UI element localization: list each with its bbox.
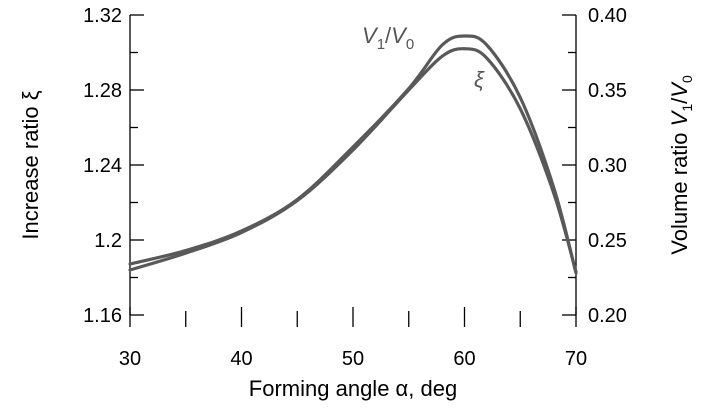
series-line-xi <box>128 47 578 274</box>
y-right-tick-label: 0.40 <box>588 5 627 27</box>
axes <box>129 15 577 315</box>
x-tick-label: 60 <box>453 348 475 370</box>
x-tick-label: 40 <box>230 348 252 370</box>
y-left-tick-label: 1.32 <box>83 5 122 27</box>
x-tick-label: 70 <box>565 348 587 370</box>
series-line-v1-v0 <box>128 34 578 275</box>
y-left-tick-label: 1.24 <box>83 155 122 177</box>
y-left-tick-label: 1.28 <box>83 80 122 102</box>
y-right-tick-label: 0.35 <box>588 80 627 102</box>
x-axis-title: Forming angle α, deg <box>249 376 457 401</box>
tick-labels: 1.16 1.2 1.24 1.28 1.32 0.20 0.25 0.30 0.35 0.40 3… <box>83 5 627 370</box>
y-right-tick-label: 0.30 <box>588 155 627 177</box>
ticks <box>129 14 577 327</box>
y-left-axis-title: Increase ratio ξ <box>18 90 43 239</box>
x-tick-label: 50 <box>342 348 364 370</box>
series-label-xi: ξ <box>474 67 485 92</box>
y-right-axis-title: Volume ratio V1/V0 <box>667 75 695 255</box>
y-left-tick-label: 1.2 <box>94 230 122 252</box>
series-group <box>128 34 578 275</box>
y-right-tick-label: 0.20 <box>588 305 627 327</box>
y-right-tick-label: 0.25 <box>588 230 627 252</box>
y-right-title-text: Volume ratio <box>667 126 692 254</box>
x-tick-label: 30 <box>119 348 141 370</box>
series-label-v1-v0: V1/V0 <box>362 23 414 53</box>
y-left-tick-label: 1.16 <box>83 305 122 327</box>
